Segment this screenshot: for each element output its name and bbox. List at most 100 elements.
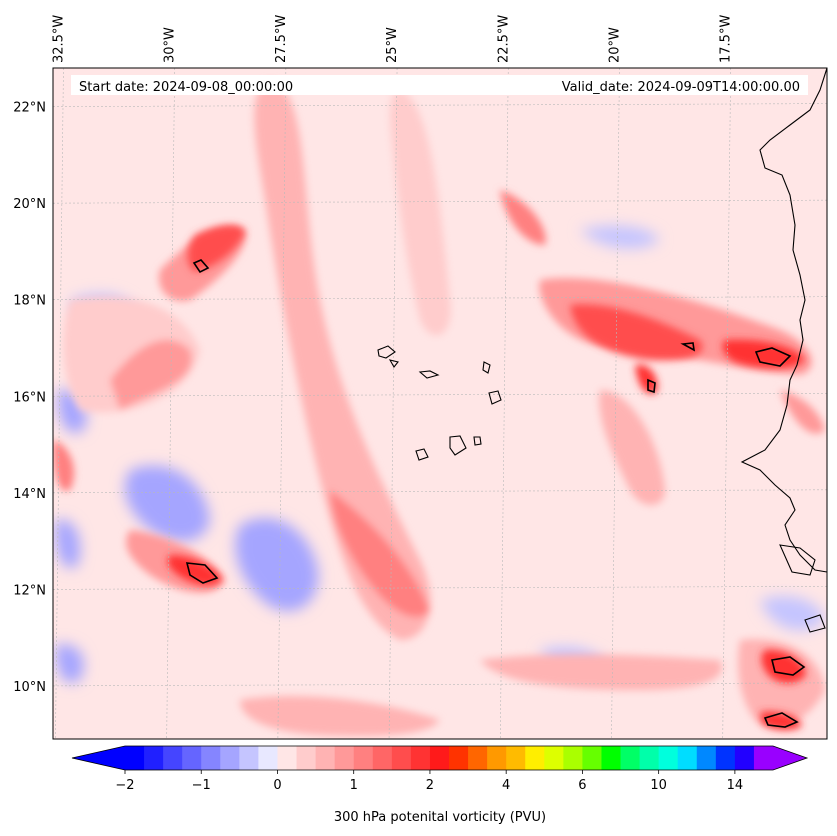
cape-verde-island: [488, 390, 502, 405]
africa-coastline: [740, 68, 827, 573]
colorbar-swatch: [163, 746, 183, 770]
colorbar-swatch: [544, 746, 564, 770]
pv-contour: [647, 378, 656, 394]
longitude-label: 17.5°W: [719, 15, 734, 63]
positive-pv-band: [53, 440, 74, 491]
positive-pv-band: [254, 80, 431, 640]
colorbar-swatch: [468, 746, 488, 770]
bijagos-coast: [779, 544, 816, 576]
positive-pv-band: [599, 390, 665, 505]
pv-maximum: [761, 649, 806, 684]
colorbar-swatch: [315, 746, 336, 770]
latitude-labels: 22°N 20°N 18°N 16°N 14°N 12°N 10°N: [13, 101, 46, 695]
colorbar-swatch: [353, 746, 374, 770]
coast-islet: [804, 614, 826, 633]
colorbar-swatch: [582, 746, 602, 770]
negative-pv-region: [55, 644, 84, 684]
latitude-label: 12°N: [13, 583, 46, 598]
colorbar-swatch: [182, 746, 202, 770]
colorbar-tick-label: 1: [350, 778, 358, 793]
longitude-labels: 32.5°W 30°W 27.5°W 25°W 22.5°W 20°W 17.5°W: [51, 15, 733, 63]
coastlines: [377, 68, 827, 633]
latitude-gridline: [52, 489, 828, 494]
cape-verde-island: [473, 436, 482, 446]
negative-pv-region: [54, 519, 81, 568]
pv-contour: [185, 562, 219, 584]
colorbar-extend-high: [773, 746, 807, 770]
latitude-gridline: [52, 199, 828, 204]
colorbar: −2 −1 0 1 2 4 6 10 14 300 hPa potenital vorticit…: [71, 745, 809, 825]
colorbar-swatch: [601, 746, 622, 770]
pv-maximum: [167, 555, 222, 586]
colorbar-swatch: [753, 746, 774, 770]
longitude-label: 27.5°W: [274, 15, 289, 63]
cape-verde-island: [418, 370, 440, 379]
pv-maximum: [635, 364, 658, 394]
cape-verde-island: [415, 448, 429, 461]
map-area: Start date: 2024-09-08_00:00:00 Valid_da…: [52, 67, 828, 740]
header-box: [71, 75, 808, 95]
colorbar-swatch: [506, 746, 526, 770]
colorbar-swatch: [563, 746, 583, 770]
pv-contour: [771, 656, 806, 676]
longitude-label: 30°W: [163, 27, 178, 63]
colorbar-swatch: [239, 746, 259, 770]
colorbar-tick-label: 10: [650, 778, 667, 793]
colorbar-swatch: [677, 746, 698, 770]
colorbar-swatch: [144, 746, 164, 770]
positive-pv-band: [480, 654, 722, 690]
colorbar-swatch: [658, 746, 679, 770]
colorbar-tick-label: 2: [426, 778, 434, 793]
colorbar-swatch: [125, 746, 145, 770]
latitude-label: 20°N: [13, 197, 46, 212]
pv-contour: [754, 347, 792, 367]
longitude-label: 22.5°W: [496, 15, 511, 63]
negative-pv-region: [760, 596, 825, 631]
colorbar-tick-label: 14: [727, 778, 744, 793]
latitude-label: 10°N: [13, 680, 46, 695]
colorbar-swatch: [449, 746, 469, 770]
negative-pv-region: [580, 225, 660, 249]
latitude-gridline: [52, 682, 828, 687]
colorbar-swatch: [334, 746, 355, 770]
longitude-label: 32.5°W: [51, 15, 66, 63]
latitude-gridline: [52, 296, 828, 301]
pv-contour: [192, 259, 210, 274]
valid-date-label: Valid_date: 2024-09-09T14:00:00.00: [562, 80, 800, 95]
map-background: [53, 68, 827, 739]
positive-pv-band: [780, 390, 825, 434]
pv-contour-lines: [185, 259, 806, 728]
latitude-gridline: [52, 103, 828, 107]
colorbar-swatch: [220, 746, 240, 770]
colorbar-swatch: [620, 746, 641, 770]
colorbar-swatch: [277, 746, 298, 770]
colorbar-swatch: [201, 746, 221, 770]
map-frame: [52, 67, 828, 740]
colorbar-tick-label: −1: [192, 778, 211, 793]
colorbar-swatch: [734, 746, 755, 770]
colorbar-tick-label: −2: [115, 778, 134, 793]
latitude-gridline: [52, 586, 828, 590]
start-date-label: Start date: 2024-09-08_00:00:00: [79, 80, 293, 95]
latitude-label: 18°N: [13, 294, 46, 309]
pv-maximum: [570, 304, 703, 361]
negative-pv-region: [124, 465, 210, 542]
latitude-label: 16°N: [13, 390, 46, 405]
gridlines: [52, 67, 828, 740]
colorbar-swatch: [715, 746, 736, 770]
pv-contour: [763, 712, 799, 728]
positive-pv-band: [330, 490, 430, 618]
colorbar-tick-label: 6: [578, 778, 586, 793]
colorbar-swatch: [487, 746, 507, 770]
colorbar-label: 300 hPa potenital vorticity (PVU): [334, 810, 546, 825]
pv-contour: [680, 342, 696, 352]
colorbar-tick-label: 0: [273, 778, 281, 793]
colorbar-swatch: [639, 746, 660, 770]
latitude-label: 22°N: [13, 101, 46, 116]
colorbar-swatch: [372, 746, 393, 770]
colorbar-swatch: [391, 746, 412, 770]
positive-pv-band: [390, 90, 451, 336]
positive-pv-band: [500, 190, 546, 245]
longitude-label: 20°W: [607, 27, 622, 63]
